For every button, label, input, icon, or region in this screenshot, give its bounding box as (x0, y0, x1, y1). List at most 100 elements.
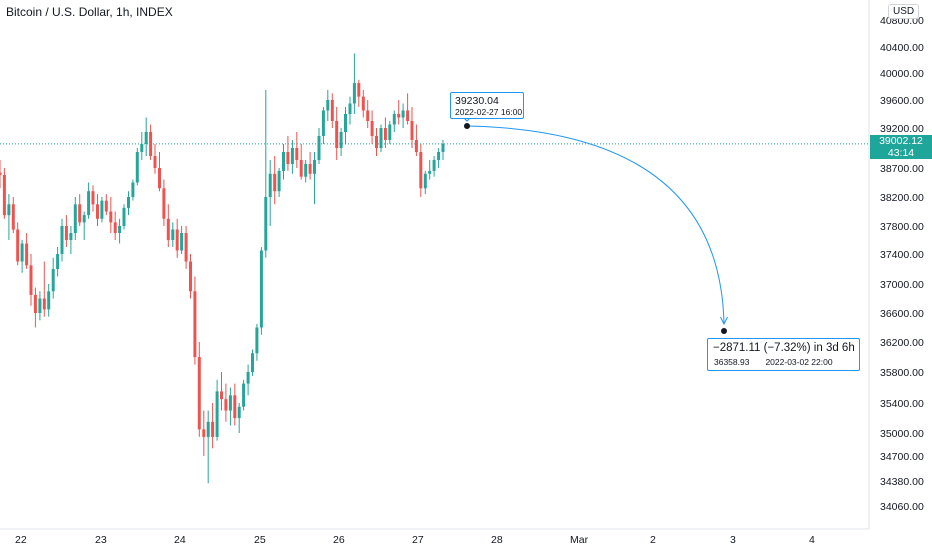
candle-body (197, 357, 201, 430)
candle-body (246, 372, 250, 384)
y-tick-label: 37000.00 (880, 279, 924, 291)
candle-body (211, 421, 215, 437)
candle-body (158, 168, 161, 189)
y-tick-label: 34700.00 (880, 451, 924, 463)
candle-body (224, 399, 228, 411)
candle-body (299, 160, 303, 177)
x-tick-label: 23 (95, 534, 107, 546)
candle-body (189, 261, 192, 292)
candle-body (228, 395, 232, 411)
candle-body (437, 152, 441, 160)
candle-body (375, 136, 378, 148)
last-price-value: 39002.12 (879, 135, 923, 147)
candle-body (100, 200, 104, 219)
x-axis-ticks: 22 23 24 25 26 27 28 Mar 2 3 4 (15, 534, 815, 546)
y-tick-label: 40400.00 (880, 42, 924, 54)
candle-body (193, 291, 197, 358)
x-tick-label: Mar (570, 534, 589, 546)
candle-body (122, 207, 126, 226)
candle-body (118, 226, 122, 233)
x-tick-label: 27 (412, 534, 424, 546)
candle-body (206, 421, 210, 437)
candle-body (406, 110, 410, 121)
y-tick-label: 38200.00 (880, 192, 924, 204)
candle-body (392, 114, 396, 125)
measure-end-dot[interactable] (721, 328, 727, 334)
candle-body (135, 152, 139, 183)
measure-end-label[interactable]: −2871.11 (−7.32%) in 3d 6h 36358.93 2022-… (707, 338, 860, 371)
bar-countdown: 43:14 (887, 147, 915, 159)
candle-body (73, 204, 77, 234)
measure-curve (466, 125, 725, 324)
x-tick-label: 22 (15, 534, 27, 546)
candle-body (162, 188, 166, 219)
candle-body (96, 204, 99, 219)
candle-body (264, 197, 268, 251)
measure-end-time: 2022-03-02 22:00 (765, 357, 833, 367)
y-tick-label: 35800.00 (880, 367, 924, 379)
candle-body (410, 121, 414, 140)
candle-body (175, 229, 179, 251)
candle-body (16, 229, 20, 262)
candle-body (87, 191, 91, 216)
candle-body (171, 229, 175, 240)
last-price-tag: 39002.12 43:14 (870, 135, 932, 159)
measure-start-price: 39230.04 (455, 95, 499, 107)
y-axis-ticks: 34060.00 34380.00 34700.00 35000.00 35400.00… (880, 15, 924, 513)
candle-body (113, 222, 117, 233)
y-tick-label: 38700.00 (880, 163, 924, 175)
x-tick-label: 4 (809, 534, 815, 546)
y-tick-label: 35000.00 (880, 428, 924, 440)
y-tick-label: 34060.00 (880, 501, 924, 513)
candle-body (326, 100, 330, 111)
candle-body (140, 144, 144, 152)
candle-body (308, 164, 312, 174)
candle-body (180, 233, 184, 251)
measure-arrowhead (720, 316, 728, 326)
price-measure-tool[interactable] (461, 115, 728, 334)
candle-body (233, 395, 237, 419)
currency-badge[interactable]: USD (888, 4, 920, 19)
y-tick-label: 36200.00 (880, 337, 924, 349)
candle-body (286, 152, 290, 164)
measure-start-dot[interactable] (464, 123, 470, 129)
y-tick-label: 37800.00 (880, 221, 924, 233)
candle-body (432, 160, 436, 171)
x-tick-label: 28 (491, 534, 503, 546)
candle-body (237, 406, 241, 419)
candle-body (290, 148, 294, 164)
y-tick-label: 34380.00 (880, 476, 924, 488)
candlestick-series (0, 53, 445, 484)
candle-body (255, 327, 259, 354)
measure-start-label[interactable]: 39230.04 2022-02-27 16:00 (450, 92, 524, 119)
candle-body (184, 233, 188, 262)
candle-body (397, 114, 401, 118)
candle-body (29, 265, 33, 295)
candle-body (47, 291, 51, 310)
candle-body (202, 429, 206, 437)
candle-body (357, 83, 361, 97)
candle-body (166, 218, 170, 241)
candle-body (321, 110, 325, 136)
candle-body (64, 226, 68, 240)
candle-body (419, 152, 423, 189)
candle-body (127, 197, 130, 208)
candle-body (428, 170, 432, 174)
candle-body (38, 298, 42, 313)
x-tick-label: 24 (174, 534, 186, 546)
chart-title: Bitcoin / U.S. Dollar, 1h, INDEX (6, 5, 173, 19)
candle-body (144, 132, 148, 144)
x-tick-label: 26 (333, 534, 345, 546)
candle-body (335, 121, 339, 148)
candle-body (370, 121, 374, 136)
y-tick-label: 37400.00 (880, 249, 924, 261)
candle-body (313, 160, 316, 174)
candle-body (366, 110, 370, 121)
candle-body (441, 143, 445, 152)
measure-change-text: −2871.11 (−7.32%) in 3d 6h (713, 342, 855, 354)
candle-body (344, 114, 347, 132)
candle-body (11, 204, 15, 230)
candle-body (348, 103, 352, 114)
candle-body (273, 173, 277, 192)
